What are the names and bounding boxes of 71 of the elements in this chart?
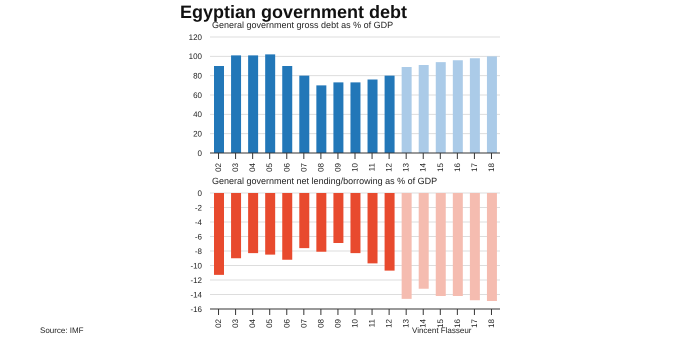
bar (418, 65, 429, 153)
y-tick-label: -16 (190, 304, 203, 314)
chart-subtitle: General government net lending/borrowing as % of GDP (212, 176, 438, 186)
x-tick-label: 12 (384, 162, 394, 172)
chart-title: Egyptian government debt (180, 2, 408, 22)
y-tick-label: -2 (194, 203, 203, 212)
bar (350, 82, 360, 153)
y-tick-label: 20 (193, 130, 203, 139)
x-tick-label: 18 (486, 162, 496, 172)
x-tick-label: 02 (214, 318, 224, 328)
x-tick-label: 11 (368, 162, 377, 172)
x-tick-label: 06 (282, 162, 292, 172)
y-tick-label: -6 (194, 232, 203, 242)
x-tick-label: 02 (214, 162, 224, 172)
x-tick-label: 17 (470, 162, 479, 172)
y-tick-label: -14 (190, 290, 203, 300)
x-tick-label: 05 (265, 162, 274, 172)
x-tick-label: 09 (333, 318, 342, 328)
x-tick-label: 07 (299, 318, 308, 328)
x-tick-label: 14 (418, 162, 428, 172)
bar (248, 55, 258, 153)
y-tick-label: 100 (188, 52, 203, 62)
y-tick-label: -12 (190, 276, 203, 285)
x-tick-label: 07 (299, 162, 308, 172)
bar (265, 54, 276, 153)
bar (299, 76, 310, 153)
text: Vincent Flasseur (412, 326, 472, 335)
x-tick-label: 13 (402, 162, 411, 172)
y-tick-label: 80 (193, 72, 203, 81)
x-tick-label: 03 (231, 162, 240, 172)
x-tick-label: 08 (316, 318, 326, 328)
x-tick-label: 13 (402, 318, 411, 328)
bar (231, 55, 242, 153)
x-tick-label: 08 (316, 162, 326, 172)
bar (368, 80, 378, 153)
bar (402, 66, 412, 153)
y-tick-label: -8 (194, 246, 203, 256)
bar (436, 62, 446, 153)
bar (384, 76, 395, 153)
bar (333, 82, 344, 153)
x-tick-label: 10 (350, 162, 360, 172)
x-tick-label: 11 (368, 318, 377, 328)
source-note: Source: IMF (40, 326, 84, 335)
bar (214, 66, 224, 153)
x-tick-label: 05 (265, 318, 274, 328)
x-tick-label: 15 (436, 162, 445, 172)
x-tick-label: 04 (248, 162, 258, 172)
x-tick-label: 18 (486, 318, 496, 328)
x-tick-label: 09 (333, 162, 342, 172)
x-tick-label: 06 (282, 318, 292, 328)
bar (452, 60, 463, 153)
y-tick-label: 120 (188, 32, 203, 42)
x-tick-label: 15 (436, 318, 445, 328)
bar (486, 56, 497, 153)
y-tick-label: -4 (194, 218, 203, 227)
x-tick-label: 16 (452, 318, 462, 328)
y-tick-label: 40 (193, 110, 203, 120)
x-tick-label: 04 (248, 318, 258, 328)
bar (282, 66, 292, 153)
y-tick-label: 0 (198, 188, 203, 198)
y-tick-label: 60 (193, 90, 203, 100)
x-tick-label: 12 (384, 318, 394, 328)
x-tick-label: 03 (231, 318, 240, 328)
bar (316, 85, 326, 153)
x-tick-label: 14 (418, 318, 428, 328)
y-tick-label: 0 (198, 148, 203, 158)
y-tick-label: -10 (190, 261, 203, 270)
x-tick-label: 10 (350, 318, 360, 328)
bar (470, 58, 480, 153)
x-tick-label: 17 (470, 318, 479, 328)
x-tick-label: 16 (452, 162, 462, 172)
